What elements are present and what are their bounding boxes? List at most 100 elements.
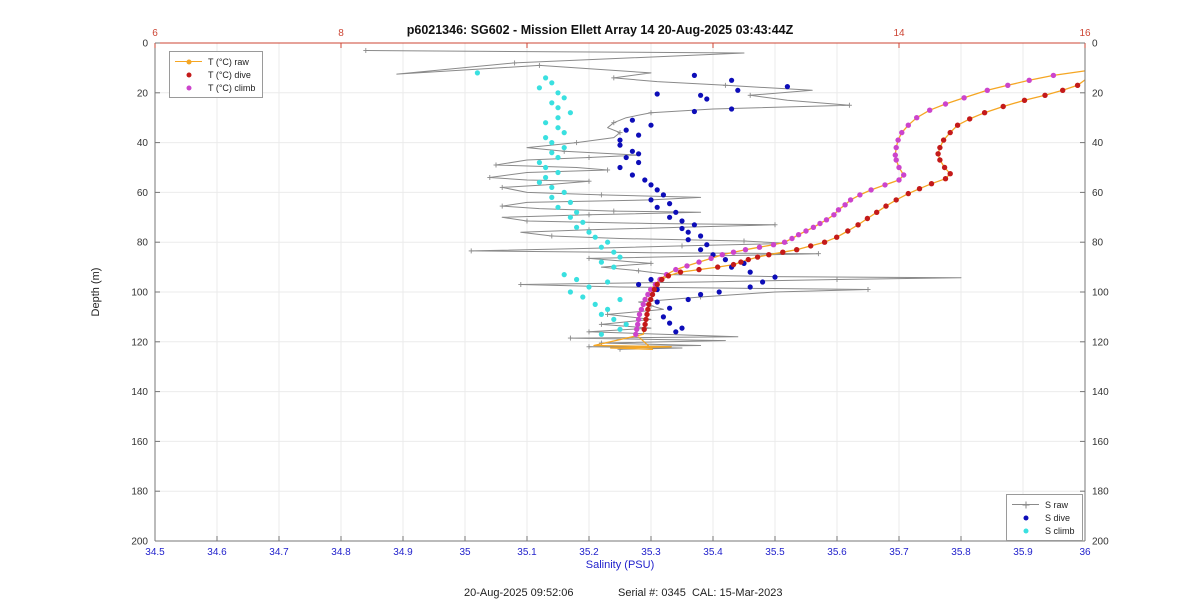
series-dot: [691, 222, 698, 228]
series-dot: [633, 331, 639, 337]
series-dot: [636, 159, 642, 166]
legend-item: S dive: [1012, 511, 1075, 524]
series-dot: [638, 306, 645, 313]
series-dot: [667, 201, 673, 207]
series-dot: [543, 164, 549, 171]
series-dot: [667, 320, 673, 326]
series-dot: [716, 289, 722, 295]
series-dot: [641, 326, 647, 332]
series-dot: [574, 209, 580, 215]
series-dot: [611, 316, 617, 322]
series-dot: [635, 316, 642, 323]
series-dot: [742, 247, 749, 253]
series-dot: [679, 218, 685, 224]
series-dot: [831, 212, 837, 218]
tick-label-depth-right: 0: [1092, 39, 1098, 50]
series-dot: [567, 289, 574, 295]
series-dot: [817, 220, 823, 227]
series-dot: [698, 247, 704, 253]
series-dot: [747, 269, 753, 275]
series-dot: [673, 329, 679, 335]
tick-label-depth-right: 40: [1092, 138, 1104, 149]
series-dot: [691, 108, 698, 115]
series-dot: [916, 186, 923, 192]
footer-serial-cal: Serial #: 0345 CAL: 15-Mar-2023: [618, 587, 783, 599]
series-dot: [644, 311, 650, 318]
series-dot: [895, 137, 901, 143]
series-dot: [549, 194, 555, 200]
series-dot: [549, 150, 555, 156]
series-dot: [781, 239, 788, 245]
series-dot: [914, 115, 920, 121]
tick-label-depth-left: 60: [137, 188, 149, 199]
series-dot: [893, 157, 899, 163]
series-dot: [729, 106, 735, 112]
tick-label-salinity: 35.7: [889, 547, 909, 558]
tick-label-salinity: 35.4: [703, 547, 723, 558]
tick-label-depth-left: 140: [131, 387, 148, 398]
series-dot: [747, 284, 753, 290]
series-dot: [780, 249, 786, 255]
series-dot: [845, 228, 851, 234]
series-dot: [1074, 82, 1081, 89]
series-dot: [645, 306, 651, 313]
tick-label-temperature: 8: [338, 28, 344, 39]
series-dot: [684, 263, 690, 269]
tick-label-depth-left: 20: [137, 88, 149, 99]
series-dot: [636, 132, 642, 138]
series-dot: [947, 129, 953, 136]
series-dot: [810, 224, 817, 230]
series-dot: [654, 299, 660, 305]
series-dot: [685, 296, 691, 303]
series-dot: [555, 204, 561, 210]
series-dot: [654, 204, 660, 210]
series-dot: [708, 255, 714, 262]
series-dot: [561, 130, 567, 136]
series-dot: [704, 96, 710, 102]
series-dot: [586, 229, 592, 235]
tick-label-salinity: 34.6: [207, 547, 227, 558]
series-dot: [696, 259, 702, 265]
legend-item: S climb: [1012, 524, 1075, 537]
tick-label-depth-right: 120: [1092, 337, 1109, 348]
tick-label-salinity: 35.2: [579, 547, 599, 558]
dot-swatch-icon: [175, 70, 202, 80]
series-dot: [937, 157, 943, 163]
tick-label-depth-left: 40: [137, 138, 149, 149]
series-dot: [730, 261, 737, 268]
legend-item-label: S climb: [1045, 525, 1075, 536]
tick-label-depth-left: 100: [131, 288, 148, 299]
series-dot: [549, 184, 555, 190]
series-dot: [640, 301, 646, 308]
series-dot: [735, 87, 741, 93]
legend-salinity: S raw S dive S climb: [1006, 494, 1083, 541]
series-dot: [715, 264, 721, 270]
series-dot: [654, 281, 660, 288]
footer-timestamp: 20-Aug-2025 09:52:06: [464, 587, 574, 599]
series-dot: [730, 249, 737, 255]
legend-item: S raw: [1012, 498, 1075, 511]
tick-label-depth-right: 180: [1092, 487, 1109, 498]
tick-label-depth-left: 200: [131, 537, 148, 548]
series-dot: [648, 182, 654, 188]
series-dot: [928, 181, 935, 187]
series-dot: [561, 145, 567, 151]
series-dot: [580, 294, 586, 300]
series-dot: [617, 137, 623, 143]
series-dot: [543, 75, 549, 81]
series-dot: [1060, 87, 1066, 94]
series-dot: [586, 284, 592, 290]
series-dot: [555, 115, 561, 121]
series-line: [365, 50, 962, 350]
series-dot: [536, 159, 543, 166]
series-dot: [704, 242, 710, 248]
series-dot: [543, 120, 549, 126]
series-dot: [642, 296, 648, 303]
legend-item-label: T (°C) raw: [208, 56, 249, 67]
series-dot: [555, 154, 561, 161]
series-dot: [691, 72, 698, 78]
dot-swatch-icon: [1012, 526, 1039, 536]
tick-label-salinity: 34.5: [145, 547, 165, 558]
series-dot: [896, 177, 902, 183]
series-dot: [772, 274, 778, 280]
